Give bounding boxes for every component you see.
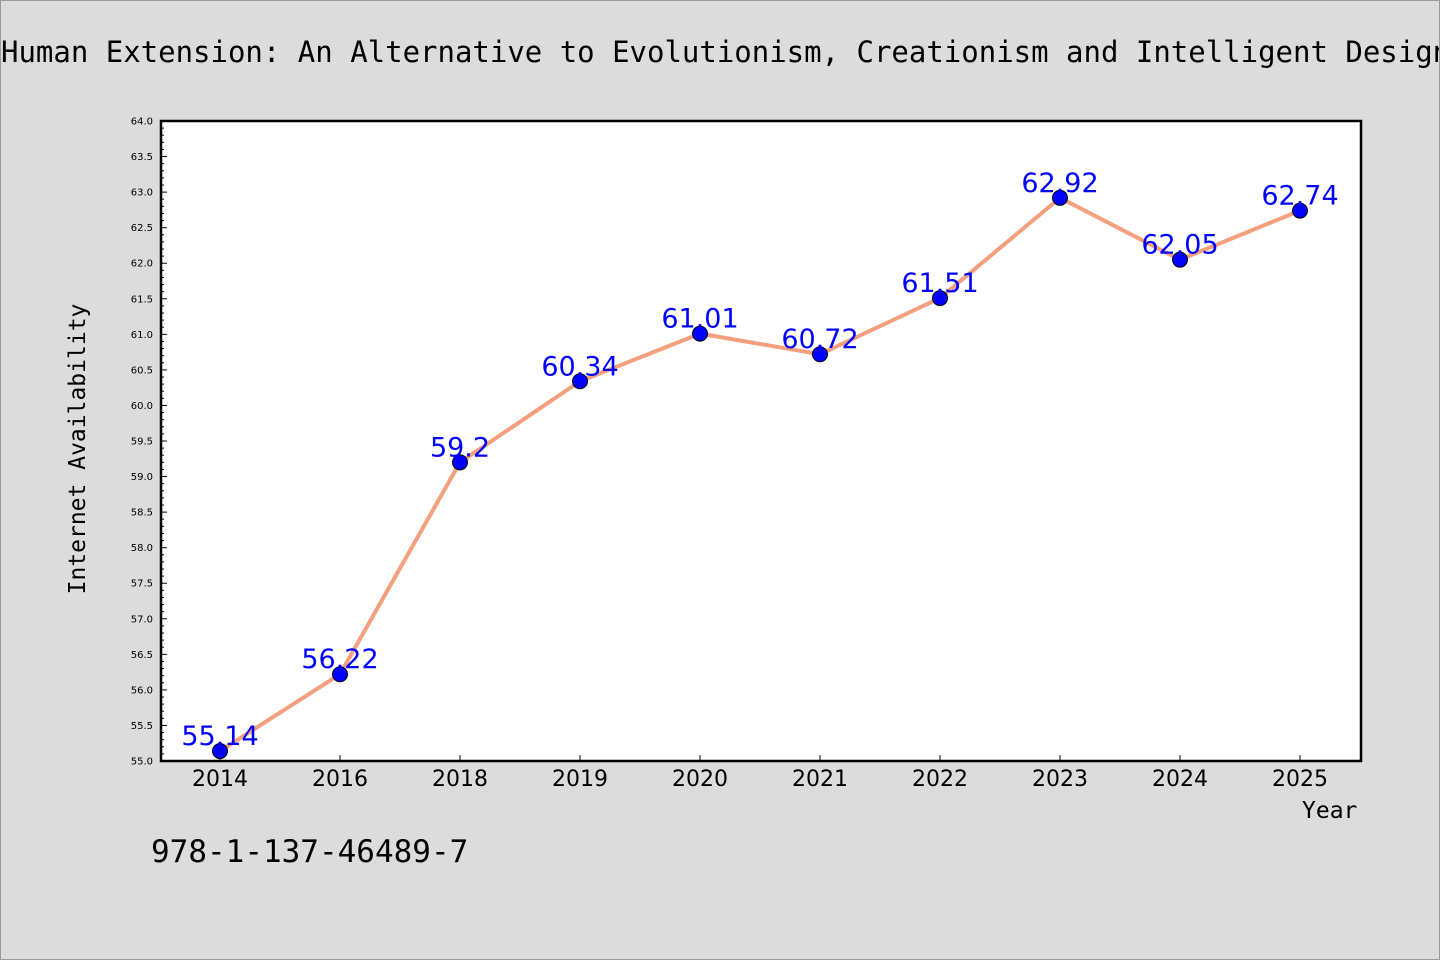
y-tick-label: 63.0 [131, 188, 153, 199]
x-tick-label: 2025 [1272, 767, 1328, 792]
y-tick-label: 60.0 [131, 401, 153, 412]
data-point [1052, 189, 1068, 206]
chart-title: Human Extension: An Alternative to Evolu… [1, 35, 1440, 69]
y-tick-label: 56.0 [131, 685, 153, 696]
data-point [812, 346, 828, 363]
y-tick-label: 55.5 [131, 721, 153, 732]
data-label: 61.51 [901, 268, 978, 299]
data-point [932, 290, 948, 307]
data-label: 62.05 [1141, 230, 1218, 261]
y-tick-label: 59.0 [131, 472, 153, 483]
y-tick-label: 59.5 [131, 437, 153, 448]
x-axis-label: Year [1302, 798, 1358, 824]
y-tick-label: 58.0 [131, 543, 153, 554]
data-label: 62.92 [1021, 168, 1098, 199]
y-tick-label: 63.5 [131, 152, 153, 163]
data-label: 61.01 [661, 304, 738, 335]
y-tick-label: 61.5 [131, 294, 153, 305]
y-tick-label: 60.5 [131, 365, 153, 376]
x-tick-label: 2023 [1032, 767, 1088, 792]
y-tick-label: 57.0 [131, 614, 153, 625]
data-label: 62.74 [1261, 181, 1338, 212]
y-tick-label: 64.0 [131, 117, 153, 128]
x-tick-label: 2014 [192, 767, 248, 792]
data-point [1172, 251, 1188, 268]
x-tick-label: 2019 [552, 767, 608, 792]
y-tick-label: 58.5 [131, 508, 153, 519]
data-label: 56.22 [301, 644, 378, 675]
data-label: 55.14 [181, 721, 258, 752]
data-label: 59.2 [430, 432, 490, 463]
data-point [332, 666, 348, 683]
data-point [212, 743, 228, 760]
x-tick-label: 2022 [912, 767, 968, 792]
y-tick-label: 62.0 [131, 259, 153, 270]
data-point [1292, 202, 1308, 219]
plot-area [161, 121, 1361, 761]
plot-frame [159, 119, 1363, 763]
x-tick-label: 2020 [672, 767, 728, 792]
y-tick-label: 56.5 [131, 650, 153, 661]
data-point [572, 373, 588, 390]
x-tick-label: 2021 [792, 767, 848, 792]
data-label: 60.34 [541, 351, 618, 382]
data-label: 60.72 [781, 324, 858, 355]
x-tick-label: 2016 [312, 767, 368, 792]
series-line [218, 195, 1302, 754]
isbn-text: 978-1-137-46489-7 [151, 834, 469, 870]
x-tick-label: 2018 [432, 767, 488, 792]
x-tick-label: 2024 [1152, 767, 1208, 792]
y-tick-label: 61.0 [131, 330, 153, 341]
data-point [692, 325, 708, 342]
y-tick-label: 57.5 [131, 579, 153, 590]
y-tick-label: 55.0 [131, 757, 153, 768]
data-point [452, 454, 468, 471]
y-tick-label: 62.5 [131, 223, 153, 234]
